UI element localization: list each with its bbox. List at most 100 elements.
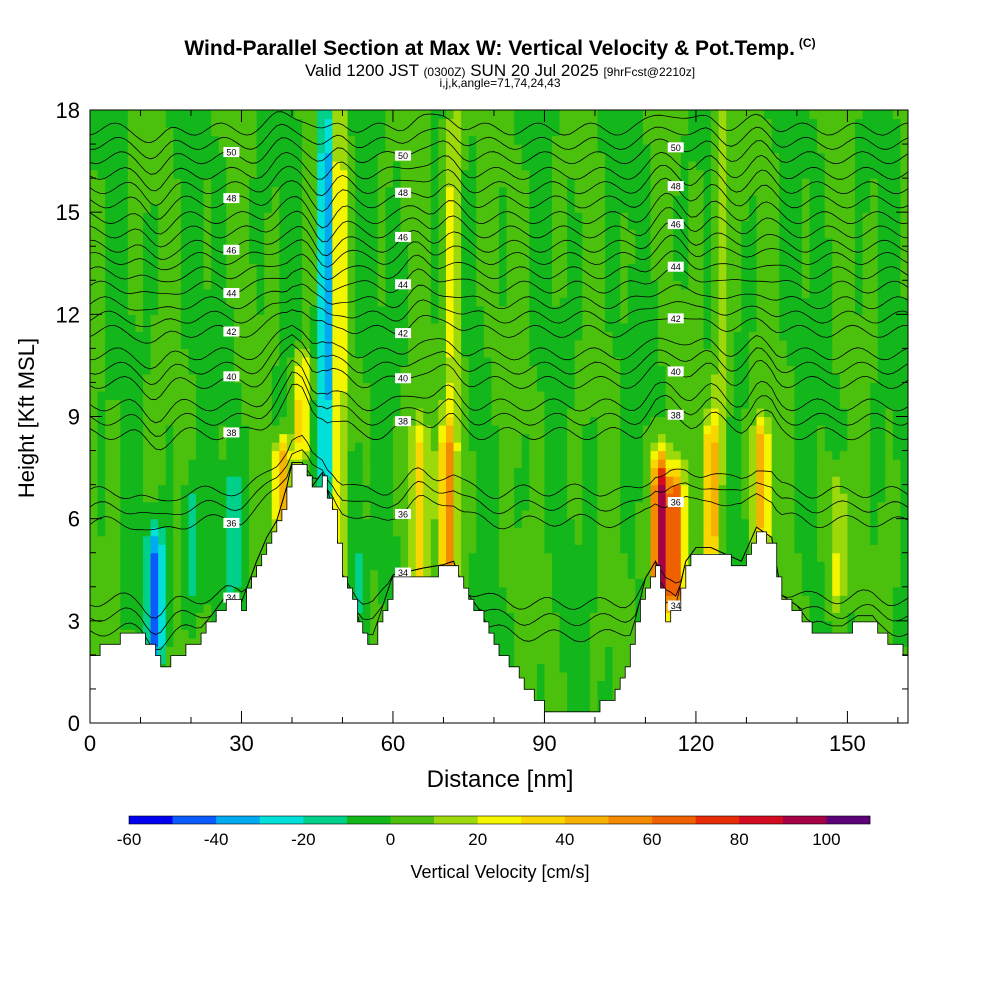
velocity-cell (514, 203, 523, 213)
velocity-cell (415, 390, 424, 401)
velocity-cell (506, 442, 515, 452)
velocity-cell (324, 305, 333, 315)
velocity-cell (173, 297, 182, 307)
velocity-cell (332, 390, 341, 401)
velocity-cell (286, 246, 296, 256)
velocity-cell (226, 510, 235, 520)
velocity-cell (112, 425, 121, 435)
velocity-cell (491, 365, 500, 375)
velocity-cell (97, 237, 106, 247)
velocity-cell (362, 493, 371, 503)
velocity-cell (453, 425, 462, 435)
velocity-cell (385, 263, 394, 273)
velocity-cell (385, 280, 394, 290)
velocity-cell (105, 569, 114, 579)
velocity-cell (536, 161, 546, 171)
velocity-cell (582, 203, 591, 213)
velocity-cell (400, 425, 409, 435)
velocity-cell (499, 527, 508, 537)
velocity-cell (127, 510, 137, 520)
velocity-cell (317, 195, 326, 205)
velocity-cell (97, 288, 106, 298)
velocity-cell (294, 373, 303, 384)
velocity-cell (461, 271, 470, 281)
velocity-cell (552, 127, 561, 137)
velocity-cell (150, 195, 159, 205)
velocity-cell (241, 467, 250, 477)
velocity-cell (491, 595, 500, 605)
velocity-cell (143, 280, 152, 290)
velocity-cell (423, 186, 432, 196)
velocity-cell (514, 620, 523, 630)
velocity-cell (400, 195, 409, 205)
velocity-cell (226, 135, 235, 145)
velocity-cell (552, 390, 561, 401)
velocity-cell (559, 688, 568, 699)
velocity-cell (211, 467, 220, 477)
velocity-cell (347, 544, 356, 554)
velocity-cell (90, 527, 99, 537)
velocity-cell (112, 135, 121, 145)
velocity-cell (567, 476, 576, 486)
velocity-cell (605, 382, 614, 392)
velocity-cell (536, 620, 546, 630)
velocity-cell (582, 220, 591, 230)
velocity-cell (559, 297, 568, 307)
velocity-cell (589, 680, 599, 690)
velocity-cell (392, 442, 402, 452)
velocity-cell (347, 365, 356, 375)
velocity-cell (536, 331, 546, 341)
velocity-cell (203, 254, 212, 264)
velocity-cell (514, 646, 523, 656)
velocity-cell (120, 407, 129, 418)
velocity-cell (196, 127, 205, 137)
velocity-cell (347, 382, 356, 392)
velocity-cell (445, 407, 455, 418)
velocity-cell (241, 135, 250, 145)
velocity-cell (347, 348, 356, 358)
velocity-cell (468, 544, 477, 554)
velocity-cell (529, 450, 538, 460)
velocity-cell (264, 331, 273, 341)
velocity-cell (483, 561, 493, 571)
velocity-cell (218, 518, 227, 528)
velocity-cell (461, 118, 470, 128)
velocity-cell (582, 288, 591, 298)
velocity-cell (188, 390, 197, 401)
velocity-cell (605, 680, 614, 690)
velocity-cell (120, 399, 129, 409)
velocity-cell (135, 203, 144, 213)
velocity-cell (173, 144, 182, 154)
velocity-cell (574, 629, 583, 639)
velocity-cell (173, 407, 182, 418)
velocity-cell (468, 118, 477, 128)
velocity-cell (567, 603, 576, 613)
velocity-cell (423, 135, 432, 145)
velocity-cell (211, 297, 220, 307)
velocity-cell (514, 595, 523, 605)
velocity-cell (400, 161, 409, 171)
velocity-cell (438, 450, 447, 460)
velocity-cell (552, 169, 561, 179)
velocity-cell (544, 195, 553, 205)
velocity-cell (196, 578, 205, 588)
velocity-cell (226, 459, 235, 469)
velocity-cell (302, 433, 311, 443)
velocity-cell (468, 305, 477, 315)
velocity-cell (256, 161, 265, 171)
velocity-cell (90, 561, 99, 571)
velocity-cell (536, 314, 546, 324)
velocity-cell (188, 518, 197, 528)
velocity-cell (597, 663, 606, 673)
velocity-cell (567, 637, 576, 647)
velocity-cell (589, 110, 599, 120)
velocity-cell (127, 331, 137, 341)
velocity-cell (605, 399, 614, 409)
velocity-cell (173, 442, 182, 452)
velocity-cell (438, 339, 447, 349)
velocity-cell (241, 229, 250, 239)
velocity-cell (324, 152, 333, 162)
velocity-cell (438, 501, 447, 511)
velocity-cell (173, 127, 182, 137)
velocity-cell (150, 305, 159, 315)
